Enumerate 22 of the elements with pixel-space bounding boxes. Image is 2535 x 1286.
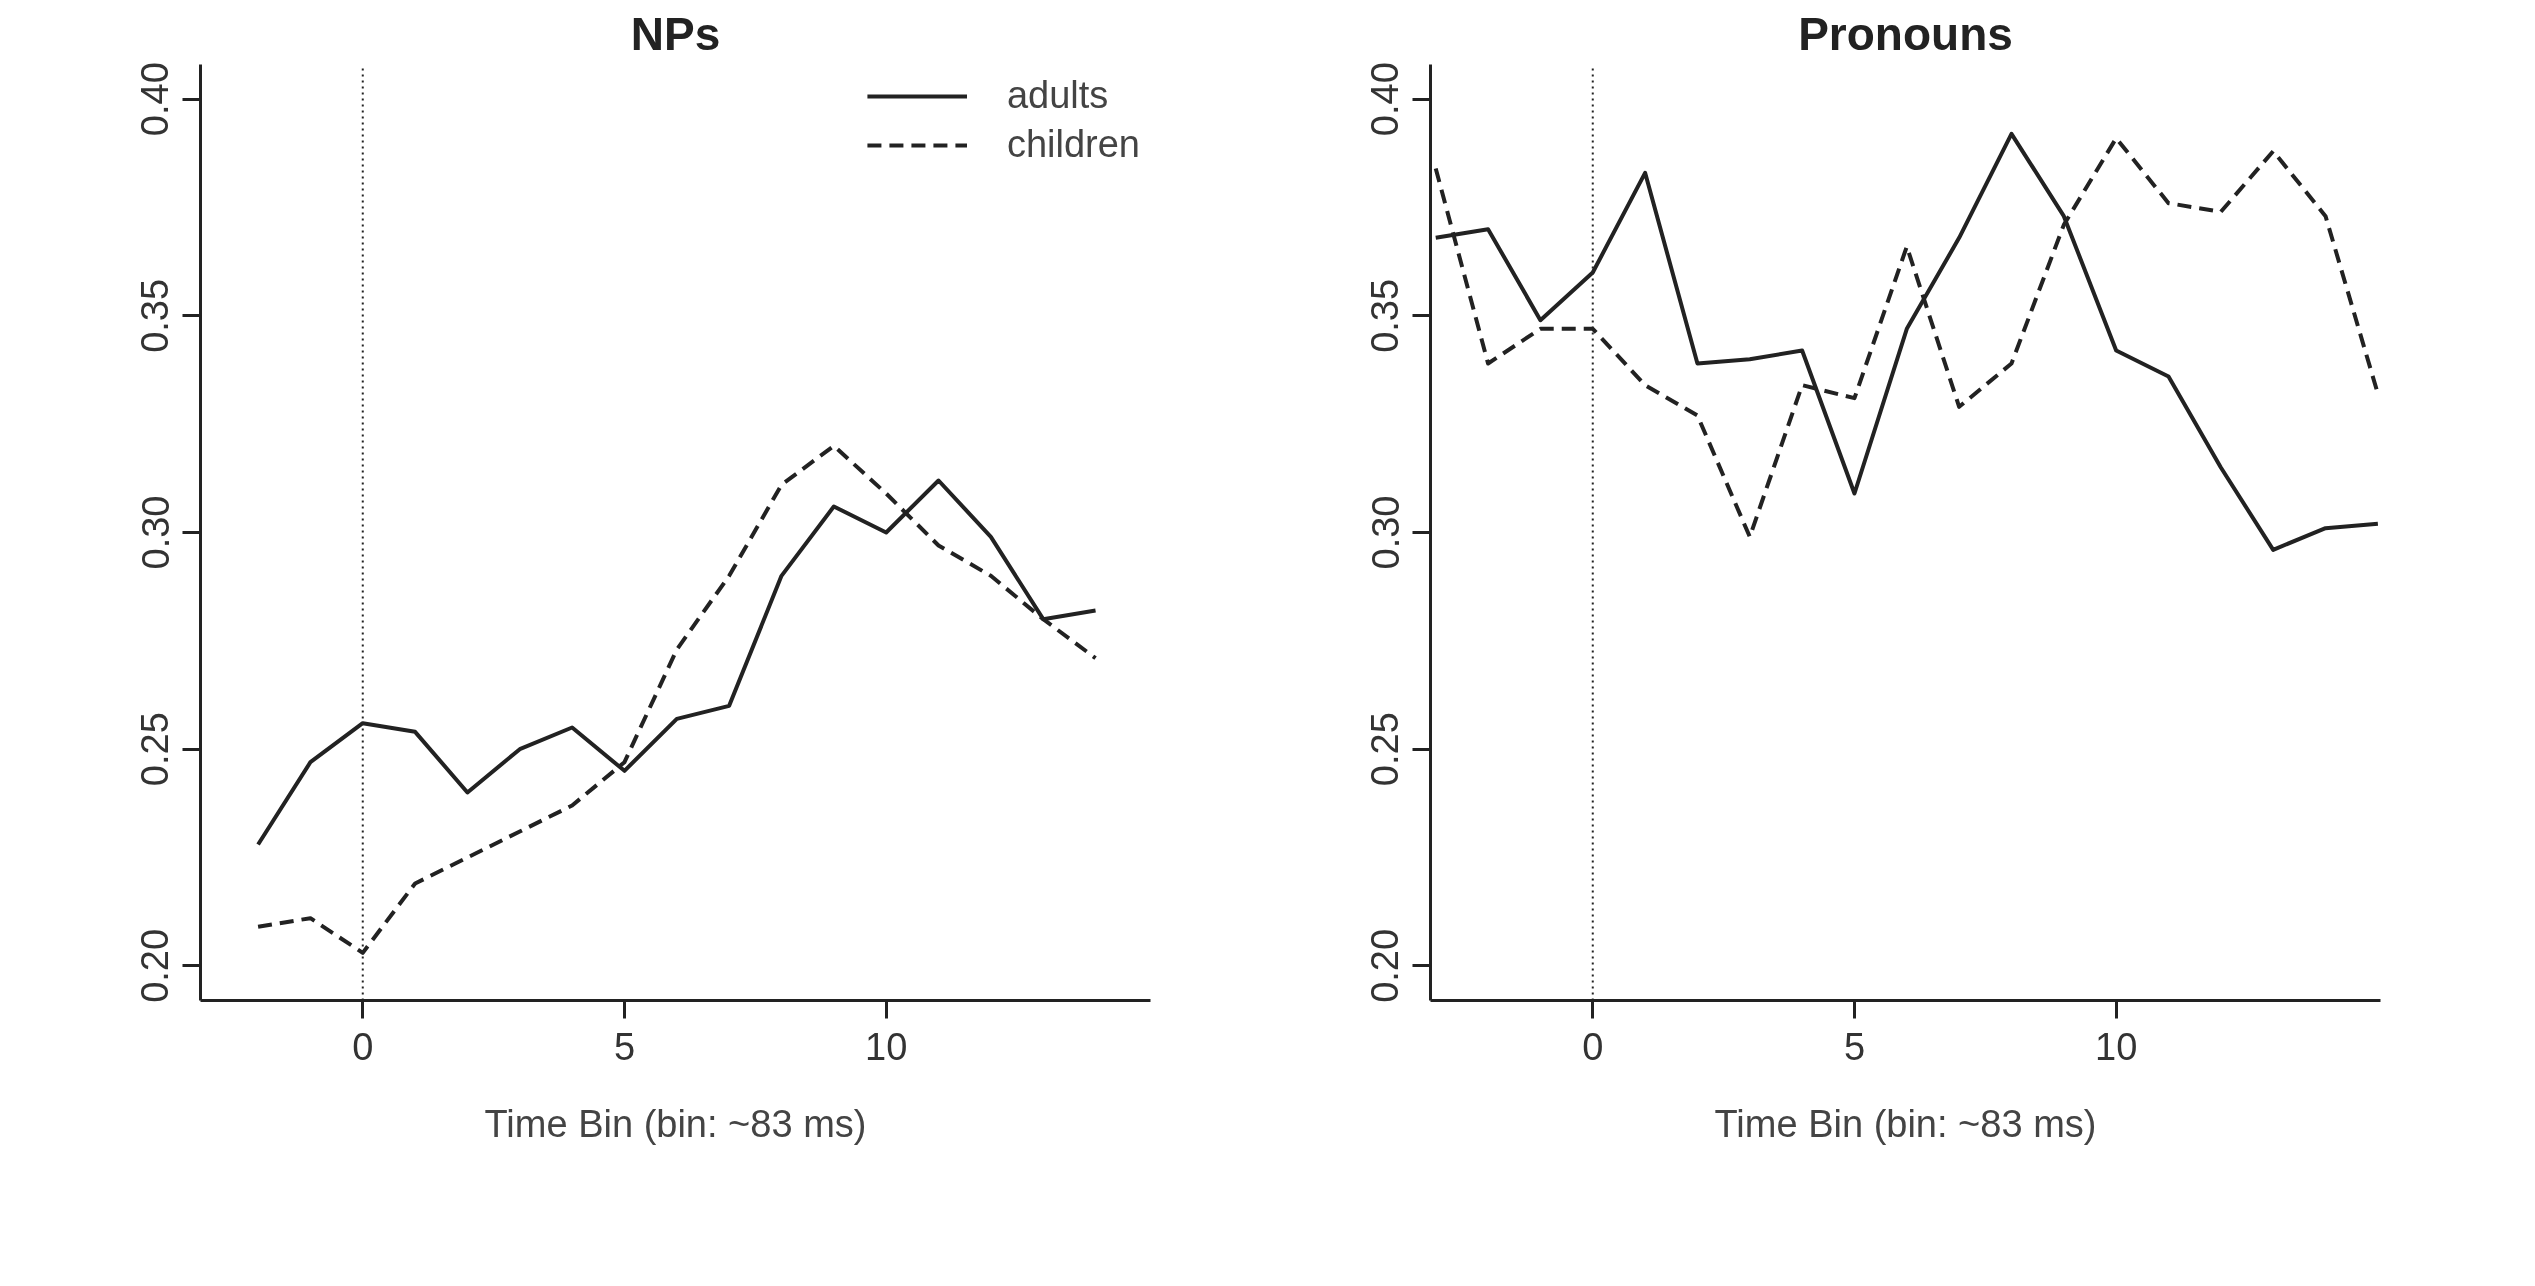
y-tick-label: 0.20	[1364, 928, 1407, 1003]
y-tick-label: 0.35	[1364, 278, 1407, 353]
x-tick-label: 0	[352, 1025, 374, 1068]
x-axis-title: Time Bin (bin: ~83 ms)	[484, 1102, 867, 1145]
x-tick-label: 10	[865, 1025, 908, 1068]
legend-label: adults	[1006, 74, 1109, 117]
x-axis-title: Time Bin (bin: ~83 ms)	[1714, 1102, 2097, 1145]
y-tick-label: 0.25	[1364, 712, 1407, 787]
legend-label: children	[1006, 123, 1140, 166]
y-tick-label: 0.30	[134, 495, 177, 570]
x-tick-label: 0	[1582, 1025, 1604, 1068]
y-tick-label: 0.40	[1364, 62, 1407, 137]
chart-title: NPs	[630, 7, 721, 60]
x-tick-label: 5	[1843, 1025, 1866, 1068]
y-tick-label: 0.40	[134, 62, 177, 137]
y-tick-label: 0.25	[134, 712, 177, 787]
y-tick-label: 0.35	[134, 278, 177, 353]
y-tick-label: 0.20	[134, 928, 177, 1003]
chart-title: Pronouns	[1798, 7, 2013, 60]
x-tick-label: 5	[613, 1025, 636, 1068]
x-tick-label: 10	[2095, 1025, 2138, 1068]
y-tick-label: 0.30	[1364, 495, 1407, 570]
